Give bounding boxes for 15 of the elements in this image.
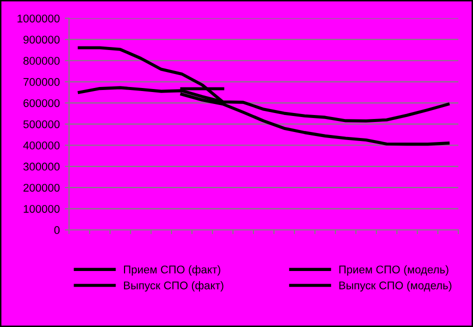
y-tick-label: 700000 [24,78,60,86]
y-tick-label: 200000 [24,184,60,192]
y-tick-label: 0 [54,226,60,234]
legend-label: Прием СПО (модель) [339,265,448,276]
y-tick-label: 1000000 [18,14,60,22]
legend-label: Выпуск СПО (факт) [124,281,224,292]
y-tick-label: 900000 [23,36,60,44]
y-tick-label: 100000 [24,204,60,213]
y-tick-label: 300000 [23,162,60,171]
y-tick-label: 500000 [23,120,60,128]
y-tick-label: 800000 [23,56,60,65]
legend-label: Выпуск СПО (модель) [339,281,452,292]
y-tick-label: 600000 [24,99,60,108]
legend-label: Прием СПО (факт) [124,265,220,276]
y-tick-label: 400000 [23,142,60,150]
